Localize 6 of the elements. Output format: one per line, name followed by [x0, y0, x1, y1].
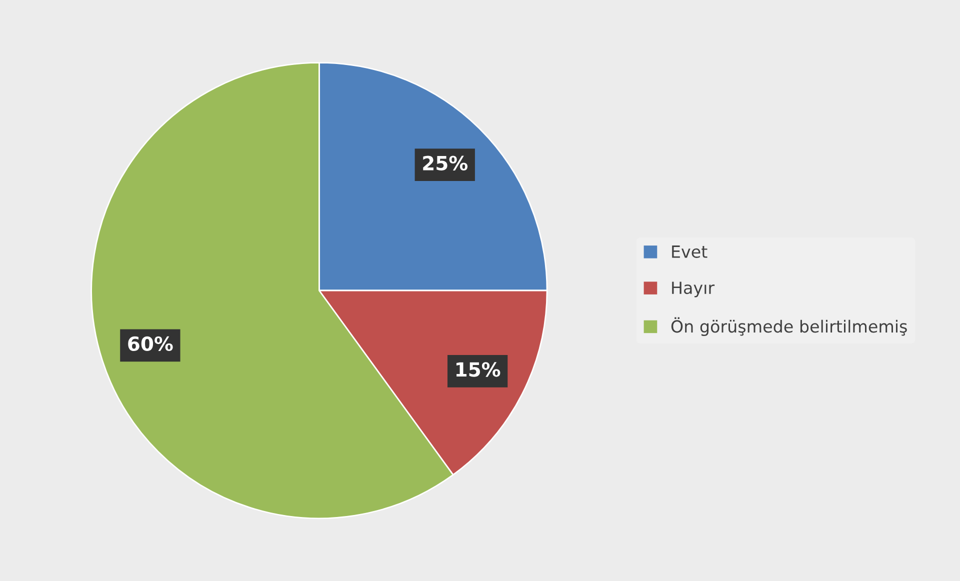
data-label: 15% — [456, 362, 500, 377]
legend-label: Hayır — [672, 282, 715, 298]
data-label: 25% — [423, 156, 468, 170]
legend-label: Evet — [672, 246, 708, 258]
legend-label: Ön görüşmede belirtilmemiş — [671, 317, 907, 336]
data-label: 60% — [128, 336, 173, 352]
